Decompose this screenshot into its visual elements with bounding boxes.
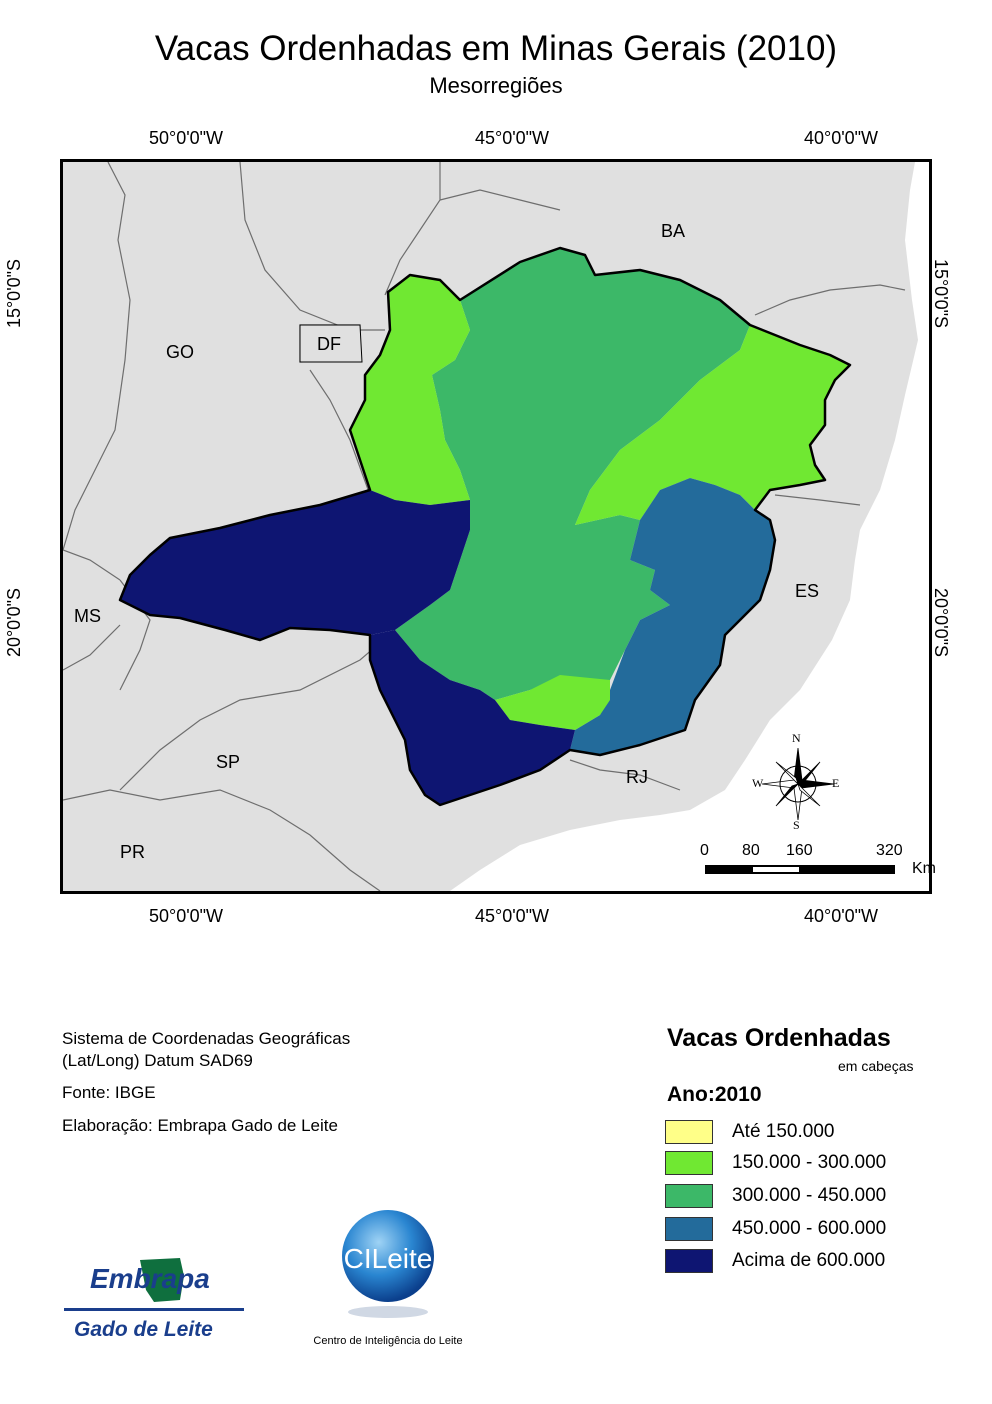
compass-w: W [752, 776, 764, 790]
legend-label: Acima de 600.000 [732, 1250, 886, 1271]
state-label-pr: PR [120, 842, 146, 862]
legend-label: Até 150.000 [732, 1121, 835, 1142]
compass-e: E [832, 776, 840, 790]
legend-item: 300.000 - 450.000 [665, 1184, 965, 1210]
legend-item: 450.000 - 600.000 [665, 1217, 965, 1243]
legend-year: Ano:2010 [667, 1083, 762, 1106]
lon-label-top-45: 45°0'0"W [474, 128, 550, 148]
legend-item: Até 150.000 [665, 1120, 965, 1146]
minas-gerais-outline [118, 246, 852, 807]
cileite-caption: Centro de Inteligência do Leite [313, 1335, 462, 1347]
lat-label-left-20: 20°0'0"S [4, 587, 25, 658]
scale-tick-0: 0 [700, 842, 709, 859]
state-label-go: GO [166, 342, 195, 362]
lat-label-right-15: 15°0'0"S [931, 258, 952, 329]
map-subtitle: Mesorregiões [429, 73, 563, 98]
state-label-ms: MS [74, 606, 101, 626]
embrapa-word: Embrapa [90, 1263, 210, 1294]
map-canvas [63, 162, 929, 891]
region-triangulo [120, 490, 470, 640]
region-central-green [395, 248, 750, 700]
legend-item: 150.000 - 300.000 [665, 1151, 965, 1177]
lat-label-right-20: 20°0'0"S [931, 587, 952, 658]
legend-label: 450.000 - 600.000 [732, 1218, 887, 1239]
legend-item: Acima de 600.000 [665, 1249, 965, 1275]
cileite-word: CILeite [344, 1243, 433, 1274]
state-label-sp: SP [216, 752, 241, 772]
region-sul-de-minas [370, 630, 575, 805]
author-text: Elaboração: Embrapa Gado de Leite [62, 1116, 338, 1135]
scale-tick-80: 80 [742, 842, 760, 859]
embrapa-unit: Gado de Leite [74, 1318, 213, 1341]
lon-label-bottom-50: 50°0'0"W [148, 906, 224, 926]
map-frame [60, 159, 932, 894]
df-outline [299, 324, 363, 363]
legend-swatch [665, 1249, 713, 1273]
compass-rose-icon [761, 747, 835, 821]
legend-swatch [665, 1120, 713, 1144]
region-zona-da-mata [570, 478, 775, 755]
region-jequitinhonha [575, 325, 850, 525]
legend-swatch [665, 1217, 713, 1241]
crs-line-2: (Lat/Long) Datum SAD69 [62, 1051, 253, 1070]
scale-unit: Km [912, 860, 936, 877]
crs-line-1: Sistema de Coordenadas Geográficas [62, 1029, 351, 1048]
scale-bar [705, 865, 895, 874]
lat-label-left-15: 15°0'0"S [4, 258, 25, 329]
lon-label-bottom-45: 45°0'0"W [474, 906, 550, 926]
state-label-rj: RJ [626, 767, 648, 787]
legend-swatch [665, 1151, 713, 1175]
source-text: Fonte: IBGE [62, 1083, 156, 1102]
legend-label: 300.000 - 450.000 [732, 1185, 887, 1206]
lon-label-bottom-40: 40°0'0"W [803, 906, 879, 926]
state-label-df: DF [317, 334, 341, 354]
region-noroeste [350, 275, 470, 505]
north-arrow-compass: N S E W [750, 731, 846, 832]
map-title: Vacas Ordenhadas em Minas Gerais (2010) [154, 29, 838, 68]
scale-bar-white-segment [753, 867, 799, 872]
state-label-ba: BA [661, 221, 686, 241]
legend-label: 150.000 - 300.000 [732, 1152, 887, 1173]
legend-title: Vacas Ordenhadas [667, 1024, 891, 1052]
lon-label-top-40: 40°0'0"W [803, 128, 879, 148]
embrapa-logo-icon: Embrapa Gado de Leite [64, 1258, 244, 1341]
compass-n: N [792, 731, 801, 745]
state-label-es: ES [795, 581, 820, 601]
embrapa-logo: Embrapa Gado de Leite [62, 1250, 262, 1350]
scale-tick-160: 160 [786, 842, 813, 859]
scale-tick-320: 320 [876, 842, 903, 859]
cileite-logo: CILeite Centro de Inteligência do Leite [300, 1206, 480, 1356]
cileite-logo-icon: CILeite Centro de Inteligência do Leite [313, 1210, 463, 1347]
compass-s: S [793, 818, 800, 832]
ocean [450, 162, 929, 891]
lon-label-top-50: 50°0'0"W [148, 128, 224, 148]
legend-swatch [665, 1184, 713, 1208]
minas-gerais [120, 248, 850, 805]
region-campo-das-vertentes [495, 675, 610, 730]
legend-unit: em cabeças [838, 1058, 914, 1074]
